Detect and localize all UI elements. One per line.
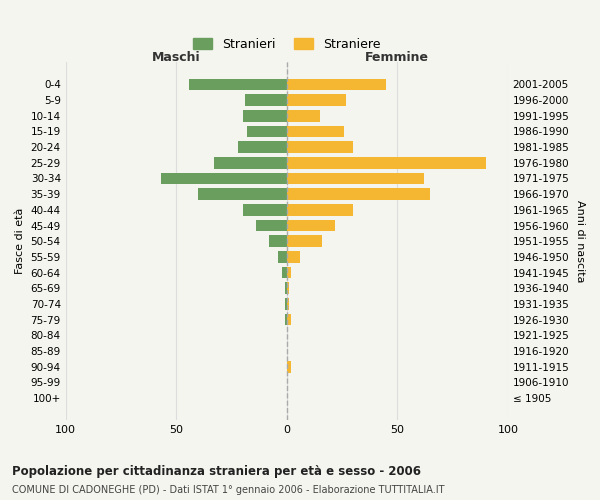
Bar [287, 236, 322, 247]
Bar [287, 126, 344, 138]
Bar [287, 361, 291, 372]
Bar [199, 188, 287, 200]
Legend: Stranieri, Straniere: Stranieri, Straniere [188, 32, 385, 56]
Y-axis label: Anni di nascita: Anni di nascita [575, 200, 585, 282]
Text: COMUNE DI CADONEGHE (PD) - Dati ISTAT 1° gennaio 2006 - Elaborazione TUTTITALIA.: COMUNE DI CADONEGHE (PD) - Dati ISTAT 1°… [12, 485, 445, 495]
Bar [287, 314, 291, 326]
Bar [287, 78, 386, 90]
Bar [245, 94, 287, 106]
Bar [287, 251, 300, 263]
Bar [284, 314, 287, 326]
Bar [242, 204, 287, 216]
Bar [284, 282, 287, 294]
Bar [287, 172, 424, 184]
Text: Popolazione per cittadinanza straniera per età e sesso - 2006: Popolazione per cittadinanza straniera p… [12, 465, 421, 478]
Bar [287, 157, 486, 168]
Bar [287, 188, 430, 200]
Bar [161, 172, 287, 184]
Bar [269, 236, 287, 247]
Bar [287, 94, 346, 106]
Bar [283, 266, 287, 278]
Text: Maschi: Maschi [152, 51, 200, 64]
Bar [242, 110, 287, 122]
Bar [287, 282, 289, 294]
Text: Femmine: Femmine [365, 51, 429, 64]
Y-axis label: Fasce di età: Fasce di età [15, 208, 25, 274]
Bar [287, 298, 289, 310]
Bar [284, 298, 287, 310]
Bar [190, 78, 287, 90]
Bar [287, 110, 320, 122]
Bar [238, 141, 287, 153]
Bar [287, 220, 335, 232]
Bar [247, 126, 287, 138]
Bar [287, 204, 353, 216]
Bar [256, 220, 287, 232]
Bar [278, 251, 287, 263]
Bar [287, 141, 353, 153]
Bar [214, 157, 287, 168]
Bar [287, 266, 291, 278]
